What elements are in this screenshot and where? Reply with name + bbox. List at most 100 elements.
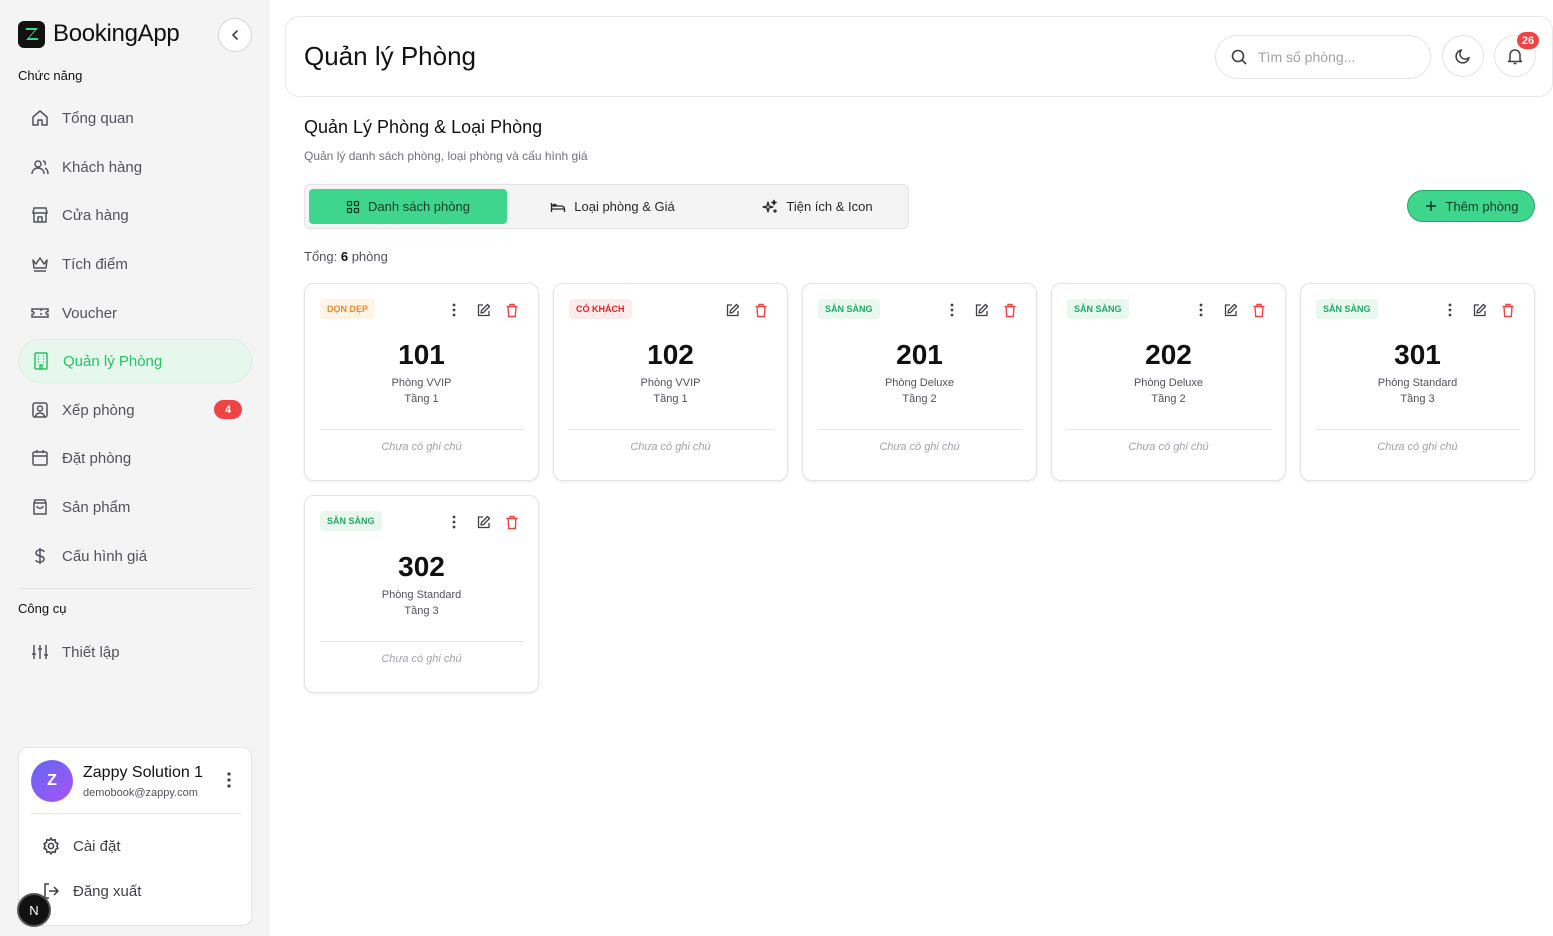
users-icon bbox=[30, 157, 50, 177]
sidebar-item-room-management[interactable]: Quản lý Phòng bbox=[18, 339, 252, 383]
total-suffix: phòng bbox=[348, 249, 388, 264]
add-room-label: Thêm phòng bbox=[1445, 198, 1519, 214]
sidebar-item-voucher[interactable]: Voucher bbox=[18, 291, 252, 335]
store-icon bbox=[30, 205, 50, 225]
more-button[interactable] bbox=[1193, 302, 1209, 318]
sidebar-item-label: Cấu hình giá bbox=[62, 547, 148, 565]
framework-badge[interactable]: N bbox=[17, 893, 51, 927]
room-number: 201 bbox=[896, 339, 943, 370]
search-box[interactable] bbox=[1215, 35, 1431, 79]
room-card[interactable]: SẴN SÀNG 202 Phòng Deluxe Tầng 2 Chưa có… bbox=[1051, 283, 1286, 481]
brand[interactable]: BookingApp bbox=[18, 20, 180, 48]
sidebar-item-products[interactable]: Sản phẩm bbox=[18, 485, 252, 529]
tab-room-list[interactable]: Danh sách phòng bbox=[309, 189, 507, 224]
tab-room-types[interactable]: Loại phòng & Giá bbox=[515, 189, 710, 224]
tab-label: Danh sách phòng bbox=[368, 199, 470, 214]
logout-button[interactable]: Đăng xuất bbox=[41, 881, 141, 901]
room-card[interactable]: SẴN SÀNG 302 Phòng Standard Tầng 3 Chưa … bbox=[304, 495, 539, 693]
more-button[interactable] bbox=[446, 514, 462, 530]
notification-badge: 26 bbox=[1517, 32, 1539, 49]
delete-button[interactable] bbox=[1251, 302, 1267, 318]
tab-amenities[interactable]: Tiện ích & Icon bbox=[715, 189, 920, 224]
room-type: Phòng Deluxe bbox=[884, 377, 955, 389]
card-divider bbox=[1316, 429, 1520, 430]
room-floor: Tầng 1 bbox=[404, 393, 439, 405]
gear-icon bbox=[43, 837, 59, 855]
chevron-left-icon bbox=[231, 30, 238, 40]
room-card[interactable]: DỌN DẸP 101 Phòng VVIP Tầng 1 Chưa có gh… bbox=[304, 283, 539, 481]
building-icon bbox=[31, 351, 51, 371]
delete-button[interactable] bbox=[753, 302, 769, 318]
more-button[interactable] bbox=[446, 302, 462, 318]
status-badge: SẴN SÀNG bbox=[1067, 299, 1129, 319]
edit-button[interactable] bbox=[475, 302, 491, 318]
avatar[interactable]: Z bbox=[31, 760, 73, 802]
sparkles-icon bbox=[762, 199, 778, 213]
edit-button[interactable] bbox=[475, 514, 491, 530]
room-card[interactable]: SẴN SÀNG 301 Phòng Standard Tầng 3 Chưa … bbox=[1300, 283, 1535, 481]
room-floor: Tầng 2 bbox=[902, 393, 937, 405]
card-divider bbox=[1067, 429, 1271, 430]
total-count: 6 bbox=[340, 249, 349, 264]
user-email: demobook@zappy.com bbox=[83, 787, 198, 799]
sidebar-item-label: Quản lý Phòng bbox=[63, 352, 163, 370]
crown-icon bbox=[30, 254, 50, 274]
room-number: 202 bbox=[1145, 339, 1192, 370]
room-type: Phòng VVIP bbox=[640, 377, 701, 389]
sidebar-item-overview[interactable]: Tổng quan bbox=[18, 96, 252, 140]
room-number: 101 bbox=[398, 339, 445, 370]
room-card[interactable]: CÓ KHÁCH 102 Phòng VVIP Tầng 1 Chưa có g… bbox=[553, 283, 788, 481]
user-name: Zappy Solution 1 bbox=[83, 764, 204, 781]
add-room-button[interactable]: Thêm phòng bbox=[1407, 190, 1535, 222]
edit-button[interactable] bbox=[1471, 302, 1487, 318]
user-menu-button[interactable] bbox=[219, 770, 239, 790]
edit-button[interactable] bbox=[724, 302, 740, 318]
room-type: Phòng Deluxe bbox=[1133, 377, 1204, 389]
delete-button[interactable] bbox=[504, 514, 520, 530]
app-name: BookingApp bbox=[53, 20, 180, 47]
section-title: Quản Lý Phòng & Loại Phòng bbox=[304, 117, 543, 137]
delete-button[interactable] bbox=[1002, 302, 1018, 318]
notifications-button[interactable]: 26 bbox=[1494, 32, 1539, 77]
sidebar-item-booking[interactable]: Đặt phòng bbox=[18, 436, 252, 480]
bed-icon bbox=[551, 202, 566, 212]
card-divider bbox=[818, 429, 1022, 430]
sidebar-item-room-assignment[interactable]: Xếp phòng 4 bbox=[18, 388, 252, 432]
sidebar-item-points[interactable]: Tích điểm bbox=[18, 242, 252, 286]
section-subtitle: Quản lý danh sách phòng, loại phòng và c… bbox=[304, 149, 588, 163]
sidebar-item-store[interactable]: Cửa hàng bbox=[18, 193, 252, 237]
sliders-icon bbox=[30, 642, 50, 662]
more-button[interactable] bbox=[1442, 302, 1458, 318]
sidebar-item-label: Tổng quan bbox=[62, 109, 134, 127]
delete-button[interactable] bbox=[1500, 302, 1516, 318]
sidebar-item-label: Xếp phòng bbox=[62, 401, 135, 419]
sidebar-item-pricing[interactable]: Cấu hình giá bbox=[18, 534, 252, 578]
room-card[interactable]: SẴN SÀNG 201 Phòng Deluxe Tầng 2 Chưa có… bbox=[802, 283, 1037, 481]
more-vertical-icon bbox=[1199, 303, 1203, 317]
theme-toggle-button[interactable] bbox=[1442, 35, 1484, 77]
sidebar-item-label: Thiết lập bbox=[62, 643, 120, 661]
room-floor: Tầng 3 bbox=[404, 605, 439, 617]
status-badge: CÓ KHÁCH bbox=[569, 299, 632, 319]
search-input[interactable] bbox=[1258, 49, 1408, 65]
card-divider bbox=[320, 429, 524, 430]
sidebar-item-settings-tool[interactable]: Thiết lập bbox=[18, 630, 252, 674]
settings-label: Cài đặt bbox=[73, 837, 121, 855]
delete-button[interactable] bbox=[504, 302, 520, 318]
more-vertical-icon bbox=[227, 772, 231, 788]
tab-bar: Danh sách phòng Loại phòng & Giá Tiện íc… bbox=[304, 184, 909, 229]
ticket-icon bbox=[30, 303, 50, 323]
sidebar-item-customers[interactable]: Khách hàng bbox=[18, 145, 252, 189]
status-badge: DỌN DẸP bbox=[320, 299, 376, 319]
more-button[interactable] bbox=[944, 302, 960, 318]
edit-button[interactable] bbox=[973, 302, 989, 318]
total-prefix: Tổng: bbox=[304, 249, 341, 264]
room-number: 302 bbox=[398, 551, 445, 582]
settings-button[interactable]: Cài đặt bbox=[41, 836, 121, 856]
sidebar-item-label: Voucher bbox=[62, 304, 118, 322]
more-vertical-icon bbox=[950, 303, 954, 317]
logout-icon bbox=[44, 883, 60, 899]
edit-icon bbox=[1473, 303, 1486, 316]
edit-button[interactable] bbox=[1222, 302, 1238, 318]
collapse-sidebar-button[interactable] bbox=[218, 18, 252, 52]
